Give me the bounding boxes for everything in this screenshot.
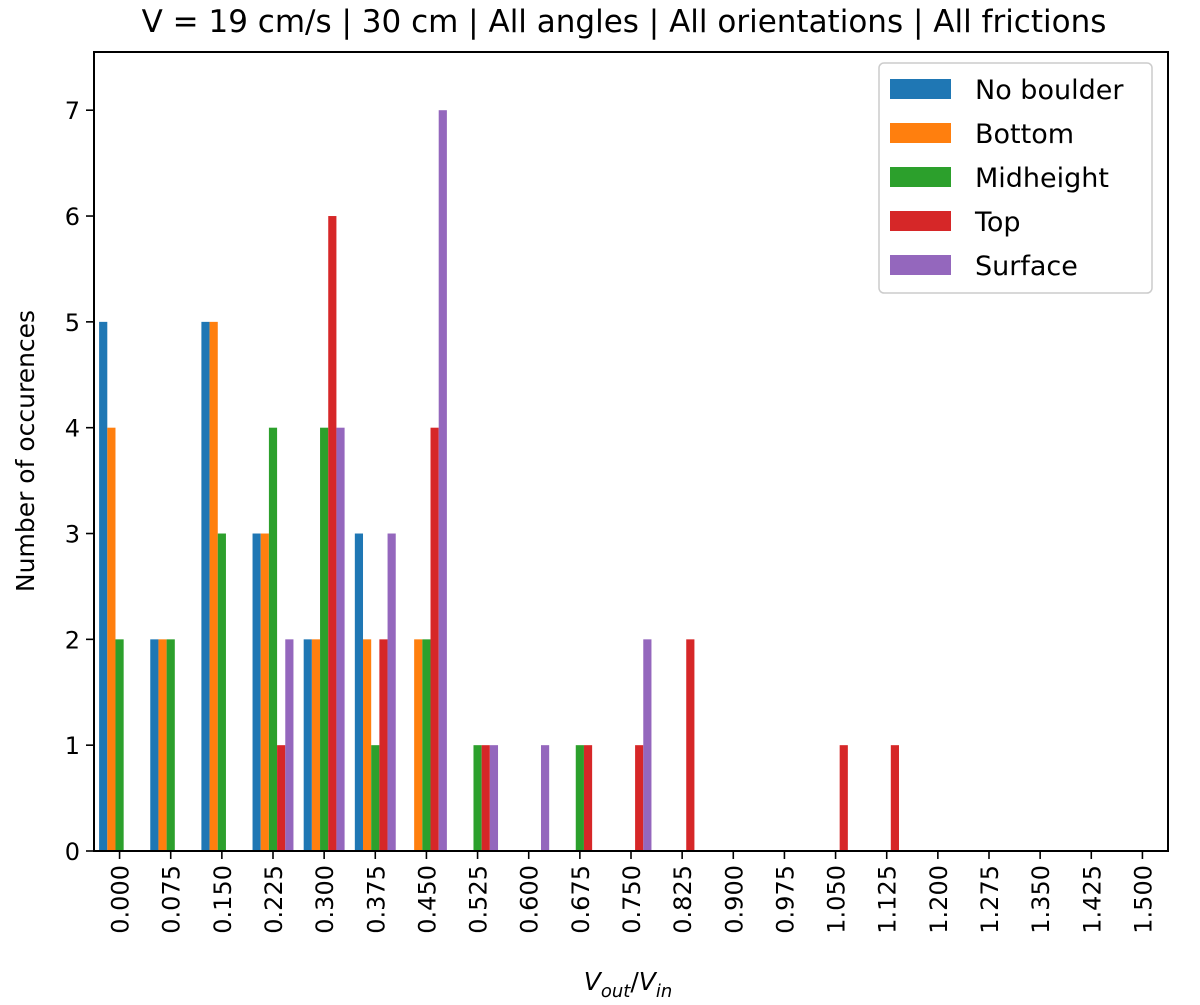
x-tick-label: 0.900 <box>720 865 748 934</box>
y-tick-label: 1 <box>65 732 80 760</box>
x-tick-label: 0.525 <box>465 865 493 934</box>
x-axis-ticks: 0.000 0.075 0.150 0.225 0.300 0.375 0.450 0.525… <box>107 851 1157 934</box>
x-tick-label: 1.125 <box>874 865 902 934</box>
x-tick-label: 0.675 <box>567 865 595 934</box>
bar-no-boulder <box>252 533 261 851</box>
bar-bottom <box>209 321 218 851</box>
bar-bottom <box>260 533 269 851</box>
x-tick-label: 0.450 <box>413 865 441 934</box>
bar-top <box>481 745 490 851</box>
y-axis-label: Number of occurences <box>11 310 40 592</box>
legend-label-midheight: Midheight <box>975 163 1109 194</box>
bar-surface <box>285 639 294 851</box>
bar-midheight <box>422 639 431 851</box>
y-tick-label: 0 <box>65 838 80 866</box>
legend-swatch-bottom <box>890 123 951 143</box>
x-tick-label: 0.225 <box>260 865 288 934</box>
bar-top <box>583 745 593 851</box>
x-tick-label: 1.350 <box>1027 865 1055 934</box>
x-tick-label: 1.275 <box>976 865 1004 934</box>
bar-midheight <box>473 745 482 851</box>
bar-no-boulder <box>150 639 159 851</box>
legend-swatch-surface <box>890 255 951 275</box>
bar-midheight <box>320 427 329 851</box>
legend-label-bottom: Bottom <box>975 119 1074 150</box>
y-tick-label: 5 <box>65 309 80 337</box>
legend-label-top: Top <box>974 207 1021 238</box>
x-tick-label: 0.300 <box>311 865 339 934</box>
x-tick-label: 1.500 <box>1129 865 1157 934</box>
bar-midheight <box>575 745 584 851</box>
x-tick-label: 0.075 <box>158 865 186 934</box>
bar-top <box>635 745 644 851</box>
bar-top <box>686 639 695 851</box>
bar-bottom <box>107 427 116 851</box>
bar-surface <box>540 745 550 851</box>
legend-swatch-no-boulder <box>890 79 951 99</box>
bar-midheight <box>115 639 124 851</box>
bar-midheight <box>166 639 175 851</box>
bar-no-boulder <box>201 321 210 851</box>
bar-surface <box>643 639 652 851</box>
bar-top <box>890 745 899 851</box>
legend-box <box>878 62 1153 294</box>
x-tick-label: 0.375 <box>362 865 390 934</box>
x-tick-label: 1.425 <box>1078 865 1106 934</box>
bar-top <box>277 745 286 851</box>
x-tick-label: 0.150 <box>209 865 237 934</box>
bar-bottom <box>414 639 423 851</box>
y-axis-ticks: 0 1 2 3 4 5 6 7 <box>65 97 94 866</box>
chart-title: V = 19 cm/s | 30 cm | All angles | All o… <box>142 4 1107 40</box>
bar-no-boulder <box>303 639 312 851</box>
bar-midheight <box>217 533 226 851</box>
x-tick-label: 1.200 <box>925 865 953 934</box>
x-tick-label: 0.825 <box>669 865 697 934</box>
bar-top <box>839 745 848 851</box>
x-tick-label: 0.975 <box>771 865 799 934</box>
bar-midheight <box>268 427 278 851</box>
legend-label-surface: Surface <box>975 251 1078 282</box>
bar-top <box>430 427 439 851</box>
bar-bottom <box>363 639 372 851</box>
bar-no-boulder <box>99 321 108 851</box>
legend-swatch-top <box>890 211 951 231</box>
bar-top <box>379 639 388 851</box>
x-tick-label: 0.000 <box>107 865 135 934</box>
legend-swatch-midheight <box>890 167 951 187</box>
y-tick-label: 6 <box>65 203 80 231</box>
y-tick-label: 4 <box>65 415 80 443</box>
bar-bottom <box>311 639 321 851</box>
y-tick-label: 3 <box>65 521 80 549</box>
y-tick-label: 2 <box>65 626 80 654</box>
bar-surface <box>387 533 396 851</box>
legend: No boulder Bottom Midheight Top Surface <box>878 62 1153 294</box>
x-axis-label: Vout/Vin <box>584 967 673 1002</box>
x-tick-label: 0.600 <box>516 865 544 934</box>
bar-surface <box>336 427 345 851</box>
bar-surface <box>489 745 499 851</box>
legend-label-no-boulder: No boulder <box>975 75 1124 106</box>
bar-bottom <box>158 639 167 851</box>
bars-layer <box>99 110 899 852</box>
bar-top <box>328 216 337 852</box>
bar-surface <box>438 110 447 851</box>
x-tick-label: 0.750 <box>618 865 646 934</box>
bar-no-boulder <box>354 533 364 851</box>
bar-midheight <box>371 745 380 851</box>
y-tick-label: 7 <box>65 97 80 125</box>
x-tick-label: 1.050 <box>823 865 851 934</box>
